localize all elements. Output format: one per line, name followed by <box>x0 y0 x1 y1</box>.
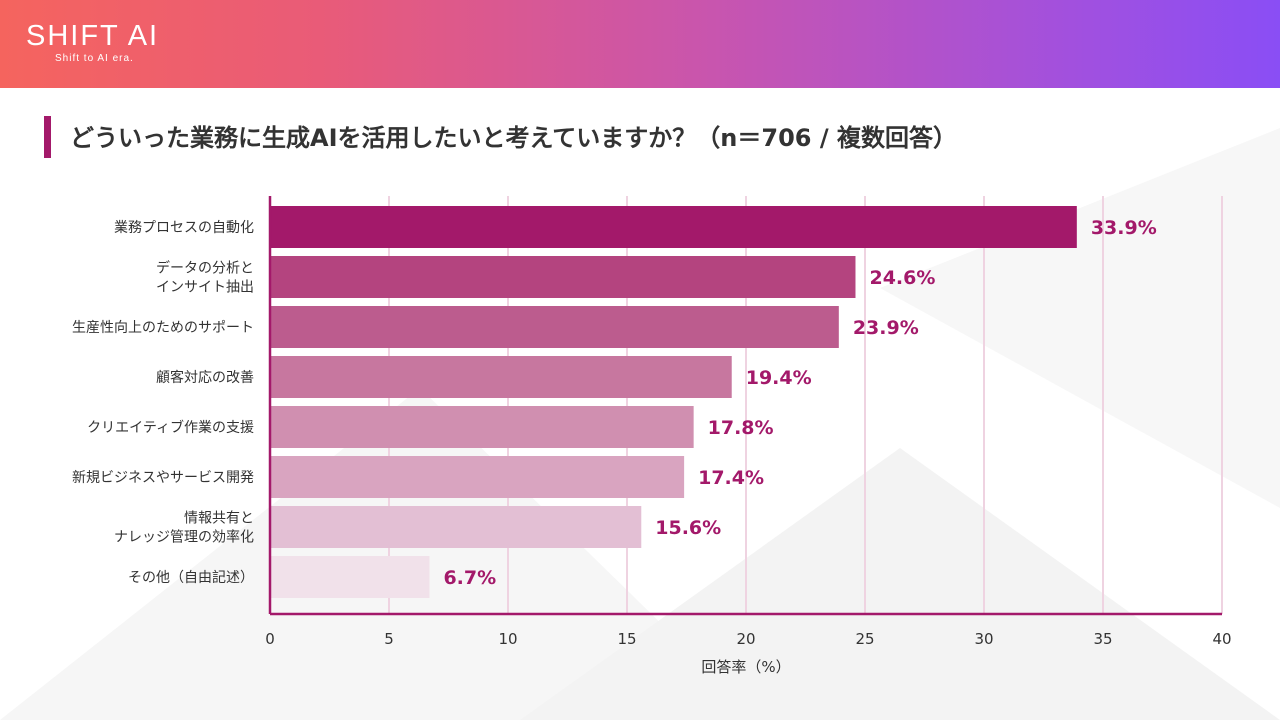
background-decoration <box>0 128 1280 720</box>
header-banner: SHIFT AI Shift to AI era. <box>0 0 1280 88</box>
bar <box>270 356 732 398</box>
logo-tagline: Shift to AI era. <box>55 53 134 64</box>
bar <box>270 556 430 598</box>
x-tick-label: 5 <box>384 630 394 648</box>
x-tick-label: 40 <box>1212 630 1231 648</box>
x-tick-label: 20 <box>736 630 755 648</box>
chart: 33.9% 24.6% 23.9% 19.4% 17.8% 17.4% 15.6% 6.7% … <box>0 170 1280 690</box>
logo: SHIFT AI <box>26 20 160 52</box>
category-label: 生産性向上のためのサポート <box>72 320 254 336</box>
category-label: インサイト抽出 <box>156 280 254 296</box>
bar-value-label: 17.4% <box>698 467 764 489</box>
bar-value-label: 19.4% <box>746 367 812 389</box>
x-tick-label: 30 <box>974 630 993 648</box>
bar <box>270 406 694 448</box>
x-axis-title: 回答率（%） <box>701 658 790 676</box>
bar-value-label: 33.9% <box>1091 217 1157 239</box>
bar-value-label: 24.6% <box>869 267 935 289</box>
category-label: 業務プロセスの自動化 <box>114 220 254 236</box>
category-label: クリエイティブ作業の支援 <box>87 419 254 436</box>
bar-value-label: 23.9% <box>853 317 919 339</box>
category-label: 情報共有と <box>184 511 254 527</box>
x-tick-label: 10 <box>498 630 517 648</box>
bar <box>270 306 839 348</box>
x-tick-label: 0 <box>265 630 275 648</box>
x-tick-label: 15 <box>617 630 636 648</box>
bar-chart-svg: 33.9%24.6%23.9%19.4%17.8%17.4%15.6%6.7% … <box>72 196 1232 676</box>
category-label: その他（自由記述） <box>128 569 254 586</box>
bar <box>270 506 642 548</box>
x-tick-label: 25 <box>855 630 874 648</box>
page-title: どういった業務に生成AIを活用したいと考えていますか？（n＝706 / 複数回答… <box>70 124 957 152</box>
bar-layer: 33.9% 24.6% 23.9% 19.4% 17.8% 17.4% 15.6% 6.7% <box>270 206 1157 598</box>
title-accent-bar <box>44 116 51 158</box>
bar-value-label: 17.8% <box>708 417 774 439</box>
axis-layer: 業務プロセスの自動化データの分析とインサイト抽出生産性向上のためのサポート顧客対… <box>72 196 1232 676</box>
category-label: 新規ビジネスやサービス開発 <box>72 470 254 486</box>
bar-value-label: 15.6% <box>655 517 721 539</box>
bar <box>270 256 856 298</box>
category-label: ナレッジ管理の効率化 <box>114 529 254 546</box>
bar <box>270 206 1077 248</box>
category-label: 顧客対応の改善 <box>156 369 254 386</box>
x-tick-label: 35 <box>1093 630 1112 648</box>
category-label: データの分析と <box>156 260 254 277</box>
bar-value-label: 6.7% <box>443 567 496 589</box>
bar <box>270 456 685 498</box>
